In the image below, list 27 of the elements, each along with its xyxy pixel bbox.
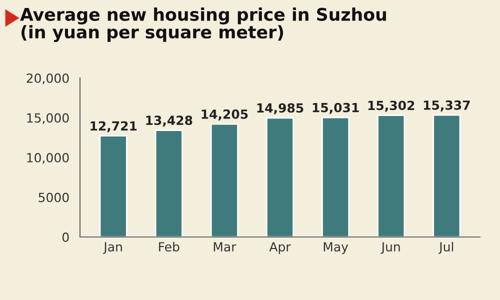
data-label: 15,031	[312, 102, 359, 114]
bar	[99, 135, 128, 237]
chart-title: Average new housing price in Suzhou (in yuan per square meter)	[20, 8, 386, 42]
data-label: 12,721	[90, 121, 137, 132]
bar	[266, 117, 294, 237]
y-tick-label: 20,000	[26, 73, 69, 84]
bar	[210, 123, 238, 237]
x-tick-label: Mar	[214, 242, 236, 252]
y-tick-label: 0	[62, 232, 69, 242]
x-tick-label: Jan	[103, 242, 122, 254]
bar	[322, 116, 350, 237]
y-tick-label: 15,000	[27, 113, 69, 124]
x-tick-label: Jun	[380, 242, 400, 254]
bar	[154, 130, 183, 237]
x-tick-label: May	[324, 242, 348, 254]
x-tick-label: Jul	[438, 242, 454, 254]
bar	[432, 114, 461, 237]
data-label: 15,302	[368, 100, 414, 112]
x-tick-label: Apr	[269, 242, 291, 254]
bar	[377, 114, 406, 237]
x-tick-label: Feb	[159, 242, 180, 252]
data-label: 13,428	[146, 116, 192, 127]
data-label: 14,985	[257, 103, 304, 114]
y-tick-label: 5000	[38, 192, 69, 202]
data-label: 14,205	[202, 109, 248, 120]
y-tick-label: 10,000	[27, 152, 69, 164]
data-label: 15,337	[424, 100, 470, 112]
